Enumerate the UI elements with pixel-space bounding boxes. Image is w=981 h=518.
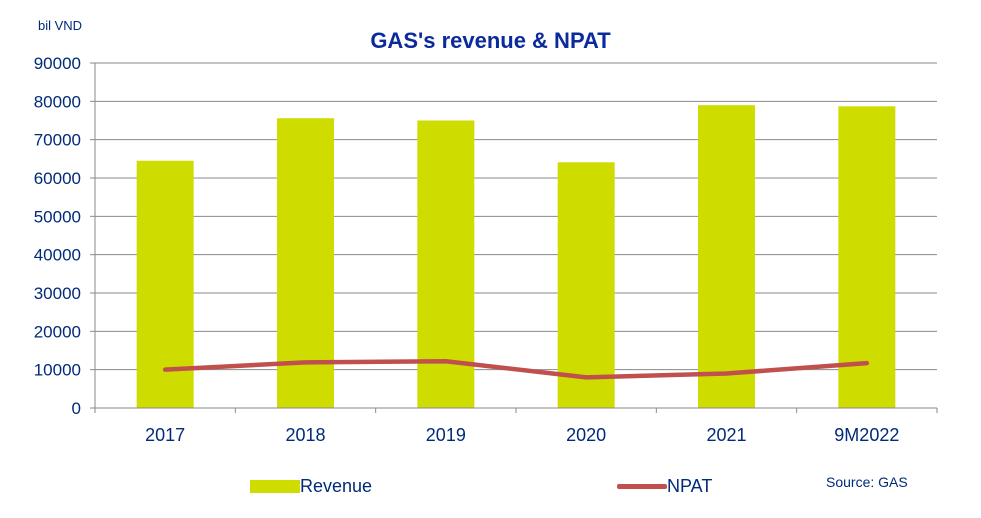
y-tick-label: 50000 [34, 207, 81, 226]
x-tick-label: 2019 [426, 425, 466, 445]
x-tick-label: 2020 [566, 425, 606, 445]
y-tick-label: 80000 [34, 92, 81, 111]
revenue-bar [698, 105, 755, 409]
source-note: Source: GAS [826, 474, 908, 490]
legend-swatch-npat [617, 484, 667, 489]
revenue-bar [838, 106, 896, 409]
legend-label-revenue: Revenue [300, 476, 373, 496]
y-tick-label: 40000 [34, 246, 81, 265]
unit-label: bil VND [38, 18, 83, 33]
y-tick-label: 90000 [34, 54, 81, 73]
y-tick-label: 30000 [34, 284, 81, 303]
y-tick-label: 0 [72, 399, 81, 418]
npat-series-line [162, 358, 870, 380]
x-tick-label: 9M2022 [834, 425, 899, 445]
x-tick-label: 2017 [145, 425, 185, 445]
x-tick-label: 2021 [706, 425, 746, 445]
legend-item-revenue: Revenue [250, 476, 372, 497]
revenue-bar [557, 162, 615, 408]
chart-title: GAS's revenue & NPAT [370, 28, 611, 53]
y-tick-labels: 0 10000 20000 30000 40000 50000 60000 70000 8000… [34, 54, 81, 418]
revenue-bar [277, 118, 334, 408]
legend-label-npat: NPAT [667, 476, 713, 496]
y-tick-label: 70000 [34, 131, 81, 150]
y-tick-label: 60000 [34, 169, 81, 188]
legend-swatch-revenue [250, 480, 300, 493]
legend-item-npat: NPAT [617, 476, 712, 497]
npat-line [162, 358, 870, 380]
revenue-bars [136, 105, 896, 409]
x-tick-label: 2018 [285, 425, 325, 445]
y-tick-label: 10000 [34, 361, 81, 380]
axes [90, 62, 938, 413]
gridlines [95, 62, 937, 371]
x-tick-labels: 2017 2018 2019 2020 2021 9M2022 [145, 425, 899, 445]
y-tick-label: 20000 [34, 322, 81, 341]
